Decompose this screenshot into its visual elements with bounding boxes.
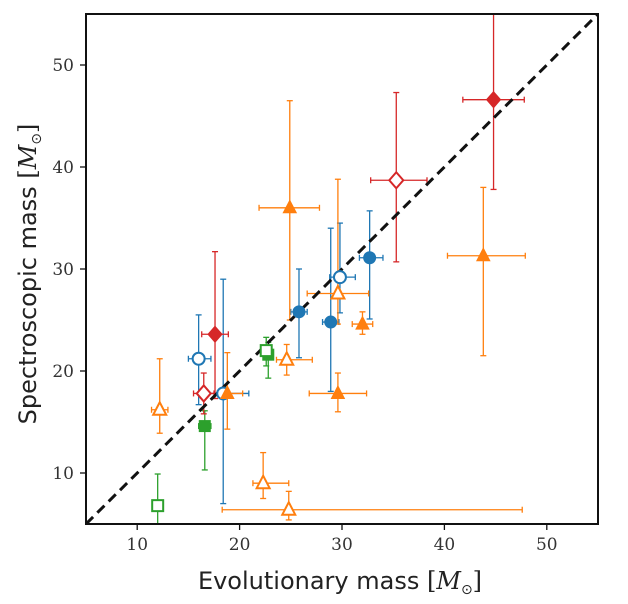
markers-layer [151, 90, 502, 516]
blue-open-point-2 [332, 270, 347, 285]
red-filled-point-1 [485, 90, 502, 109]
y-tick-label-30: 30 [52, 260, 74, 280]
x-tick-label-40: 40 [434, 535, 456, 555]
green-open-point-1 [259, 344, 273, 358]
orange-filled-point-0 [219, 384, 235, 399]
y-tick-label-40: 40 [52, 158, 74, 178]
y-tick-label-10: 10 [52, 464, 74, 484]
green-open-point-0 [151, 499, 165, 513]
y-axis-title: Spectroscopic mass [M⊙] [14, 124, 45, 425]
reference-line-layer [86, 14, 598, 524]
red-open-point-0 [195, 383, 213, 403]
orange-open-point-4 [329, 283, 347, 300]
orange-filled-point-1 [282, 199, 298, 214]
orange-open-point-2 [278, 350, 295, 366]
blue-filled-point-1 [324, 315, 338, 329]
error-bars-layer [150, 14, 526, 524]
orange-open-point-1 [255, 473, 272, 490]
orange-filled-point-3 [355, 315, 370, 330]
orange-filled-point-4 [475, 247, 491, 262]
x-tick-label-10: 10 [126, 535, 148, 555]
orange-open-point-0 [151, 400, 168, 416]
x-axis-title: Evolutionary mass [M⊙] [198, 567, 482, 598]
red-filled-point-0 [207, 325, 223, 344]
green-filled-point-0 [198, 420, 211, 433]
y-tick-label-50: 50 [52, 56, 74, 76]
blue-filled-point-0 [292, 305, 306, 319]
x-tick-label-20: 20 [229, 535, 251, 555]
red-open-point-1 [387, 170, 405, 190]
one-to-one-line [86, 14, 598, 524]
axes-layer: 10 20 30 40 50 10 20 30 40 50 [52, 13, 599, 555]
y-tick-label-20: 20 [52, 362, 74, 382]
x-tick-label-30: 30 [331, 535, 353, 555]
orange-filled-point-2 [330, 384, 346, 399]
blue-open-point-0 [191, 351, 206, 366]
x-tick-label-50: 50 [536, 535, 558, 555]
orange-open-point-3 [280, 500, 297, 516]
blue-filled-point-2 [363, 251, 377, 265]
